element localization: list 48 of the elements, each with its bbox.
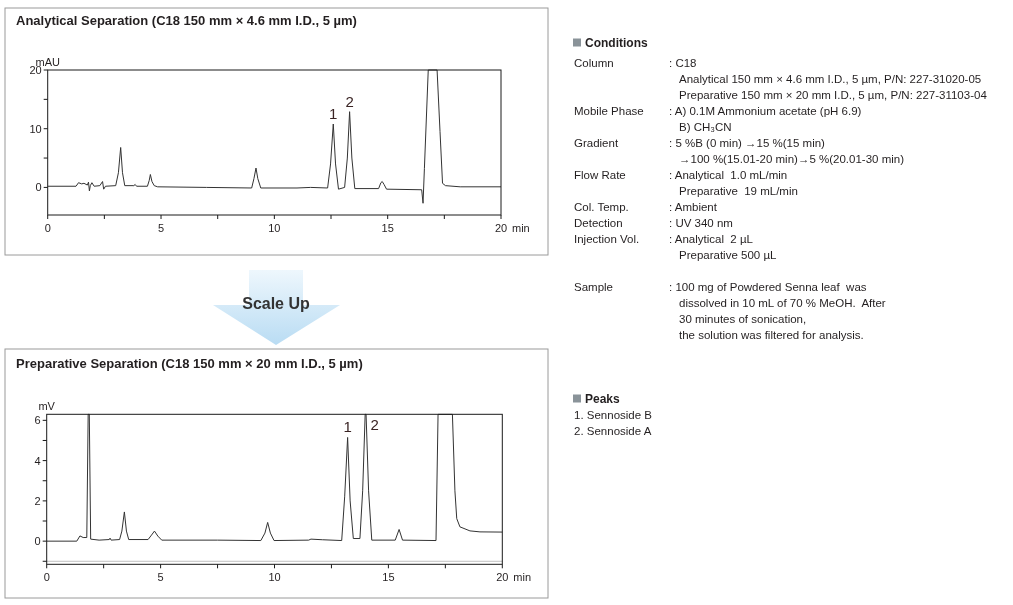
category-label: Mobile Phase <box>574 105 644 117</box>
category-label: Flow Rate <box>574 169 626 181</box>
text: Conditions <box>585 36 648 50</box>
text: : UV 340 nm <box>669 217 733 229</box>
x-tick-label: 20 <box>494 222 508 234</box>
category-label: Injection Vol. <box>574 233 640 245</box>
text: : C18 Analytical 150 mm × 4.6 mm I.D., 5 µm, P/N: 227-31020-05 Preparative 150 mm × 20 mm I.D., 5 µm, P/N: 227-31103-04 <box>669 57 988 101</box>
category-label: Sample <box>574 281 613 293</box>
text: 2. Sennoside A <box>574 425 652 437</box>
x-tick-label: 15 <box>382 571 395 584</box>
text: : 5 %B (0 min) →15 %(15 min) →100 %(15.01-20 min)→5 %(20.01-30 min) <box>669 137 905 165</box>
y-tick-label: 2 <box>34 494 41 507</box>
annotation: 2 <box>345 92 354 110</box>
x-tick-label: 15 <box>381 222 394 234</box>
text: : Ambient <box>669 201 718 213</box>
line-series <box>46 413 503 542</box>
annotation: 1 <box>329 105 338 123</box>
x-tick-label: 10 <box>268 571 281 584</box>
x-tick-label: 5 <box>157 222 165 234</box>
text: : Analytical 1.0 mL/min Preparative 19 mL/min <box>669 169 798 197</box>
text: : Analytical 2 µL Preparative 500 µL <box>669 233 778 261</box>
y-tick-label: 0 <box>35 181 42 194</box>
annotation: 2 <box>370 416 379 434</box>
category-label: Column <box>574 57 614 69</box>
text: Peaks <box>585 392 621 406</box>
x-tick-label: 0 <box>44 222 51 234</box>
text: : 100 mg of Powdered Senna leaf was dissolved in 10 mL of 70 % MeOH. After 30 minutes of sonication, the solution was filtered for analysis. <box>669 281 886 341</box>
x-tick-label: 5 <box>157 571 164 584</box>
x-axis-title: min <box>512 222 530 234</box>
annotation: 1 <box>343 418 352 436</box>
y-tick-label: 4 <box>34 454 41 467</box>
text: Scale Up <box>242 295 311 312</box>
text: 1. Sennoside B <box>574 409 653 421</box>
category-label: Gradient <box>574 137 619 149</box>
x-tick-label: 0 <box>43 571 50 584</box>
y-axis-title: mV <box>38 400 56 413</box>
line-series <box>47 69 501 204</box>
chart-title: Preparative Separation (C18 150 mm × 20 mm I.D., 5 µm) <box>16 356 363 371</box>
x-tick-label: 20 <box>496 571 509 584</box>
y-tick-label: 10 <box>29 122 42 135</box>
x-tick-label: 10 <box>268 222 281 234</box>
category-label: Col. Temp. <box>574 201 629 213</box>
chart-title: Analytical Separation (C18 150 mm × 4.6 mm I.D., 5 µm) <box>16 13 357 28</box>
y-tick-label: 0 <box>34 535 41 548</box>
category-label: Detection <box>574 217 623 229</box>
x-axis-title: min <box>513 571 532 584</box>
text: : A) 0.1M Ammonium acetate (pH 6.9) B) CH₃CN <box>669 105 862 133</box>
y-tick-label: 6 <box>34 414 41 427</box>
